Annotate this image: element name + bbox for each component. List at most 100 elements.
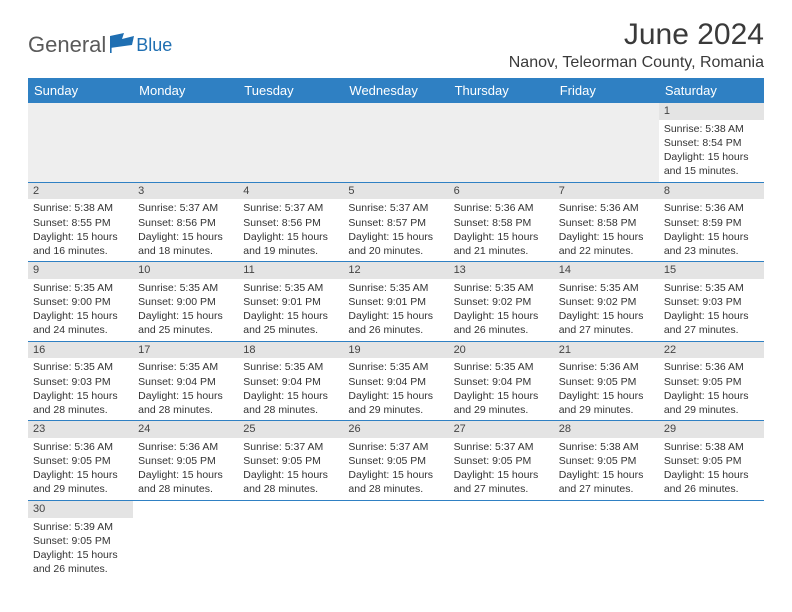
- day-details: Sunrise: 5:38 AMSunset: 9:05 PMDaylight:…: [659, 438, 764, 500]
- day-number: 19: [343, 342, 448, 359]
- weekday-header: Thursday: [449, 78, 554, 103]
- calendar-empty-cell: [659, 500, 764, 579]
- day-details: Sunrise: 5:37 AMSunset: 9:05 PMDaylight:…: [449, 438, 554, 500]
- day-number: 10: [133, 262, 238, 279]
- weekday-header: Sunday: [28, 78, 133, 103]
- calendar-day-cell: 26Sunrise: 5:37 AMSunset: 9:05 PMDayligh…: [343, 421, 448, 501]
- calendar-empty-cell: [343, 500, 448, 579]
- calendar-day-cell: 19Sunrise: 5:35 AMSunset: 9:04 PMDayligh…: [343, 341, 448, 421]
- calendar-day-cell: 23Sunrise: 5:36 AMSunset: 9:05 PMDayligh…: [28, 421, 133, 501]
- calendar-day-cell: 11Sunrise: 5:35 AMSunset: 9:01 PMDayligh…: [238, 262, 343, 342]
- day-number: 26: [343, 421, 448, 438]
- calendar-week-row: 16Sunrise: 5:35 AMSunset: 9:03 PMDayligh…: [28, 341, 764, 421]
- day-number: 25: [238, 421, 343, 438]
- day-number: 20: [449, 342, 554, 359]
- calendar-week-row: 30Sunrise: 5:39 AMSunset: 9:05 PMDayligh…: [28, 500, 764, 579]
- calendar-day-cell: 6Sunrise: 5:36 AMSunset: 8:58 PMDaylight…: [449, 182, 554, 262]
- calendar-empty-cell: [133, 500, 238, 579]
- calendar-day-cell: 5Sunrise: 5:37 AMSunset: 8:57 PMDaylight…: [343, 182, 448, 262]
- calendar-empty-cell: [133, 103, 238, 182]
- title-block: June 2024 Nanov, Teleorman County, Roman…: [509, 18, 764, 72]
- calendar-day-cell: 3Sunrise: 5:37 AMSunset: 8:56 PMDaylight…: [133, 182, 238, 262]
- day-details: Sunrise: 5:37 AMSunset: 8:57 PMDaylight:…: [343, 199, 448, 261]
- calendar-empty-cell: [28, 103, 133, 182]
- calendar-empty-cell: [449, 103, 554, 182]
- day-details: Sunrise: 5:35 AMSunset: 9:04 PMDaylight:…: [449, 358, 554, 420]
- calendar-day-cell: 27Sunrise: 5:37 AMSunset: 9:05 PMDayligh…: [449, 421, 554, 501]
- day-details: Sunrise: 5:35 AMSunset: 9:04 PMDaylight:…: [238, 358, 343, 420]
- calendar-week-row: 2Sunrise: 5:38 AMSunset: 8:55 PMDaylight…: [28, 182, 764, 262]
- calendar-day-cell: 25Sunrise: 5:37 AMSunset: 9:05 PMDayligh…: [238, 421, 343, 501]
- logo-text-blue: Blue: [136, 35, 172, 56]
- day-details: Sunrise: 5:37 AMSunset: 8:56 PMDaylight:…: [238, 199, 343, 261]
- calendar-day-cell: 9Sunrise: 5:35 AMSunset: 9:00 PMDaylight…: [28, 262, 133, 342]
- calendar-day-cell: 7Sunrise: 5:36 AMSunset: 8:58 PMDaylight…: [554, 182, 659, 262]
- day-details: Sunrise: 5:38 AMSunset: 8:55 PMDaylight:…: [28, 199, 133, 261]
- weekday-header: Friday: [554, 78, 659, 103]
- day-details: Sunrise: 5:37 AMSunset: 8:56 PMDaylight:…: [133, 199, 238, 261]
- day-number: 3: [133, 183, 238, 200]
- day-details: Sunrise: 5:36 AMSunset: 9:05 PMDaylight:…: [133, 438, 238, 500]
- day-number: 18: [238, 342, 343, 359]
- calendar-empty-cell: [554, 103, 659, 182]
- calendar-day-cell: 22Sunrise: 5:36 AMSunset: 9:05 PMDayligh…: [659, 341, 764, 421]
- calendar-day-cell: 28Sunrise: 5:38 AMSunset: 9:05 PMDayligh…: [554, 421, 659, 501]
- calendar-day-cell: 21Sunrise: 5:36 AMSunset: 9:05 PMDayligh…: [554, 341, 659, 421]
- day-number: 11: [238, 262, 343, 279]
- day-number: 2: [28, 183, 133, 200]
- weekday-header: Tuesday: [238, 78, 343, 103]
- day-number: 12: [343, 262, 448, 279]
- day-details: Sunrise: 5:38 AMSunset: 9:05 PMDaylight:…: [554, 438, 659, 500]
- weekday-header: Wednesday: [343, 78, 448, 103]
- day-details: Sunrise: 5:38 AMSunset: 8:54 PMDaylight:…: [659, 120, 764, 182]
- day-number: 15: [659, 262, 764, 279]
- calendar-day-cell: 13Sunrise: 5:35 AMSunset: 9:02 PMDayligh…: [449, 262, 554, 342]
- weekday-header: Saturday: [659, 78, 764, 103]
- day-details: Sunrise: 5:36 AMSunset: 9:05 PMDaylight:…: [28, 438, 133, 500]
- day-details: Sunrise: 5:36 AMSunset: 8:58 PMDaylight:…: [554, 199, 659, 261]
- calendar-day-cell: 10Sunrise: 5:35 AMSunset: 9:00 PMDayligh…: [133, 262, 238, 342]
- calendar-empty-cell: [238, 500, 343, 579]
- calendar-day-cell: 1Sunrise: 5:38 AMSunset: 8:54 PMDaylight…: [659, 103, 764, 182]
- day-number: 23: [28, 421, 133, 438]
- day-details: Sunrise: 5:39 AMSunset: 9:05 PMDaylight:…: [28, 518, 133, 580]
- flag-icon: [110, 33, 136, 58]
- day-number: 30: [28, 501, 133, 518]
- day-number: 8: [659, 183, 764, 200]
- day-details: Sunrise: 5:36 AMSunset: 9:05 PMDaylight:…: [659, 358, 764, 420]
- calendar-table: SundayMondayTuesdayWednesdayThursdayFrid…: [28, 78, 764, 579]
- day-number: 4: [238, 183, 343, 200]
- day-number: 22: [659, 342, 764, 359]
- calendar-empty-cell: [449, 500, 554, 579]
- calendar-day-cell: 4Sunrise: 5:37 AMSunset: 8:56 PMDaylight…: [238, 182, 343, 262]
- day-details: Sunrise: 5:36 AMSunset: 8:59 PMDaylight:…: [659, 199, 764, 261]
- weekday-header: Monday: [133, 78, 238, 103]
- day-number: 6: [449, 183, 554, 200]
- day-number: 24: [133, 421, 238, 438]
- calendar-empty-cell: [238, 103, 343, 182]
- calendar-day-cell: 12Sunrise: 5:35 AMSunset: 9:01 PMDayligh…: [343, 262, 448, 342]
- day-number: 29: [659, 421, 764, 438]
- day-details: Sunrise: 5:35 AMSunset: 9:04 PMDaylight:…: [343, 358, 448, 420]
- calendar-week-row: 9Sunrise: 5:35 AMSunset: 9:00 PMDaylight…: [28, 262, 764, 342]
- calendar-day-cell: 15Sunrise: 5:35 AMSunset: 9:03 PMDayligh…: [659, 262, 764, 342]
- logo-text-general: General: [28, 32, 106, 58]
- calendar-day-cell: 17Sunrise: 5:35 AMSunset: 9:04 PMDayligh…: [133, 341, 238, 421]
- day-details: Sunrise: 5:35 AMSunset: 9:02 PMDaylight:…: [554, 279, 659, 341]
- calendar-day-cell: 29Sunrise: 5:38 AMSunset: 9:05 PMDayligh…: [659, 421, 764, 501]
- day-number: 1: [659, 103, 764, 120]
- day-number: 13: [449, 262, 554, 279]
- day-details: Sunrise: 5:35 AMSunset: 9:02 PMDaylight:…: [449, 279, 554, 341]
- page-header: General Blue June 2024 Nanov, Teleorman …: [28, 18, 764, 72]
- calendar-week-row: 23Sunrise: 5:36 AMSunset: 9:05 PMDayligh…: [28, 421, 764, 501]
- day-number: 17: [133, 342, 238, 359]
- day-number: 21: [554, 342, 659, 359]
- day-number: 28: [554, 421, 659, 438]
- day-details: Sunrise: 5:35 AMSunset: 9:01 PMDaylight:…: [238, 279, 343, 341]
- day-details: Sunrise: 5:35 AMSunset: 9:00 PMDaylight:…: [133, 279, 238, 341]
- day-number: 14: [554, 262, 659, 279]
- day-details: Sunrise: 5:37 AMSunset: 9:05 PMDaylight:…: [238, 438, 343, 500]
- calendar-body: 1Sunrise: 5:38 AMSunset: 8:54 PMDaylight…: [28, 103, 764, 579]
- calendar-day-cell: 20Sunrise: 5:35 AMSunset: 9:04 PMDayligh…: [449, 341, 554, 421]
- weekday-header-row: SundayMondayTuesdayWednesdayThursdayFrid…: [28, 78, 764, 103]
